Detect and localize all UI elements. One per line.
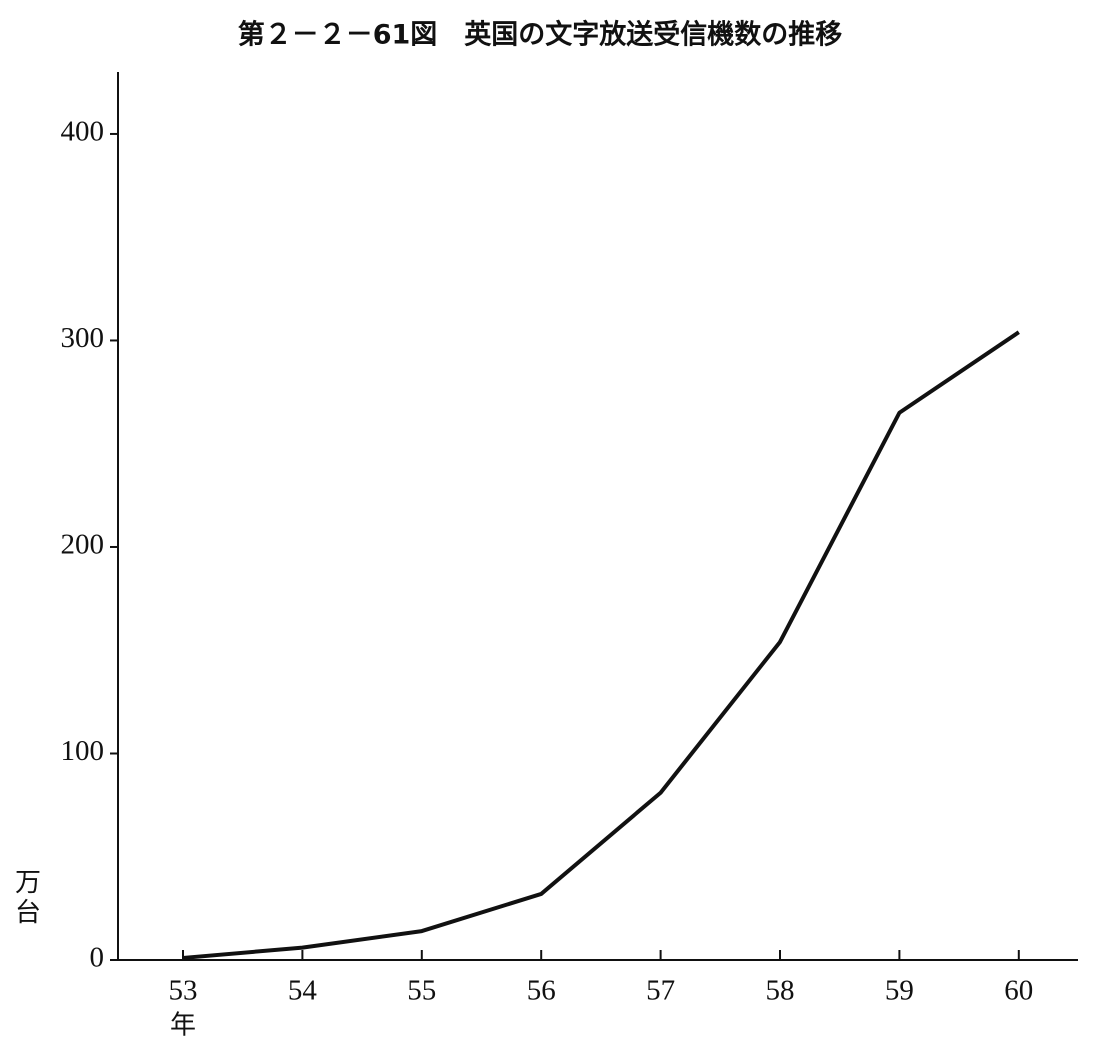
y-label-group: 万台 xyxy=(15,868,41,928)
x-tick-label: 54 xyxy=(288,975,318,1007)
x-tick-label: 53 xyxy=(169,975,198,1007)
y-tick-label: 100 xyxy=(61,735,105,767)
x-tick-label: 59 xyxy=(885,975,914,1007)
y-tick-label: 0 xyxy=(90,942,105,974)
chart-title: 第２－２－61図 英国の文字放送受信機数の推移 xyxy=(238,19,843,51)
x-tick-label: 55 xyxy=(407,975,436,1007)
x-tick-label: 56 xyxy=(527,975,556,1007)
y-tick-label: 300 xyxy=(61,322,105,354)
line-series xyxy=(182,330,1020,960)
x-tick-label: 57 xyxy=(646,975,675,1007)
y-tick-label: 200 xyxy=(61,529,105,561)
x-axis-label: 年 xyxy=(170,1011,196,1041)
y-tick-label: 400 xyxy=(61,116,105,148)
x-tick-label: 60 xyxy=(1004,975,1033,1007)
x-tick-label: 58 xyxy=(766,975,795,1007)
y-axis-label: 万台 xyxy=(15,868,41,928)
